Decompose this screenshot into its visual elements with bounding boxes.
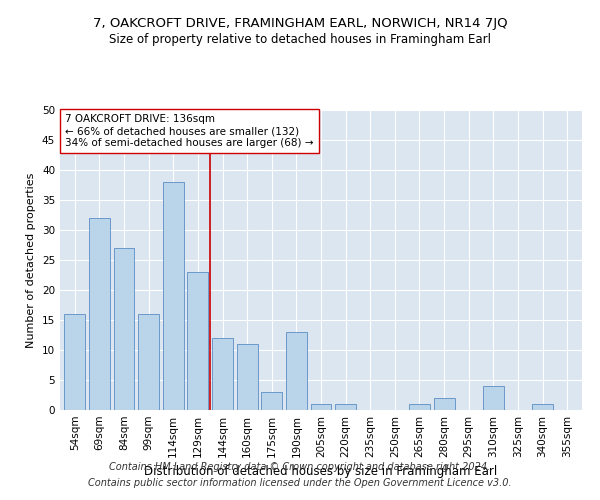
Text: Size of property relative to detached houses in Framingham Earl: Size of property relative to detached ho…: [109, 32, 491, 46]
Bar: [138, 314, 159, 410]
Bar: [187, 272, 208, 410]
X-axis label: Distribution of detached houses by size in Framingham Earl: Distribution of detached houses by size …: [145, 466, 497, 478]
Bar: [89, 218, 110, 410]
Bar: [286, 332, 307, 410]
Text: Contains public sector information licensed under the Open Government Licence v3: Contains public sector information licen…: [88, 478, 512, 488]
Bar: [64, 314, 85, 410]
Text: 7 OAKCROFT DRIVE: 136sqm
← 66% of detached houses are smaller (132)
34% of semi-: 7 OAKCROFT DRIVE: 136sqm ← 66% of detach…: [65, 114, 314, 148]
Y-axis label: Number of detached properties: Number of detached properties: [26, 172, 37, 348]
Bar: [434, 398, 455, 410]
Bar: [212, 338, 233, 410]
Bar: [335, 404, 356, 410]
Bar: [532, 404, 553, 410]
Text: 7, OAKCROFT DRIVE, FRAMINGHAM EARL, NORWICH, NR14 7JQ: 7, OAKCROFT DRIVE, FRAMINGHAM EARL, NORW…: [92, 18, 508, 30]
Bar: [261, 392, 282, 410]
Text: Contains HM Land Registry data © Crown copyright and database right 2024.: Contains HM Land Registry data © Crown c…: [109, 462, 491, 472]
Bar: [409, 404, 430, 410]
Bar: [113, 248, 134, 410]
Bar: [163, 182, 184, 410]
Bar: [311, 404, 331, 410]
Bar: [236, 344, 257, 410]
Bar: [483, 386, 504, 410]
